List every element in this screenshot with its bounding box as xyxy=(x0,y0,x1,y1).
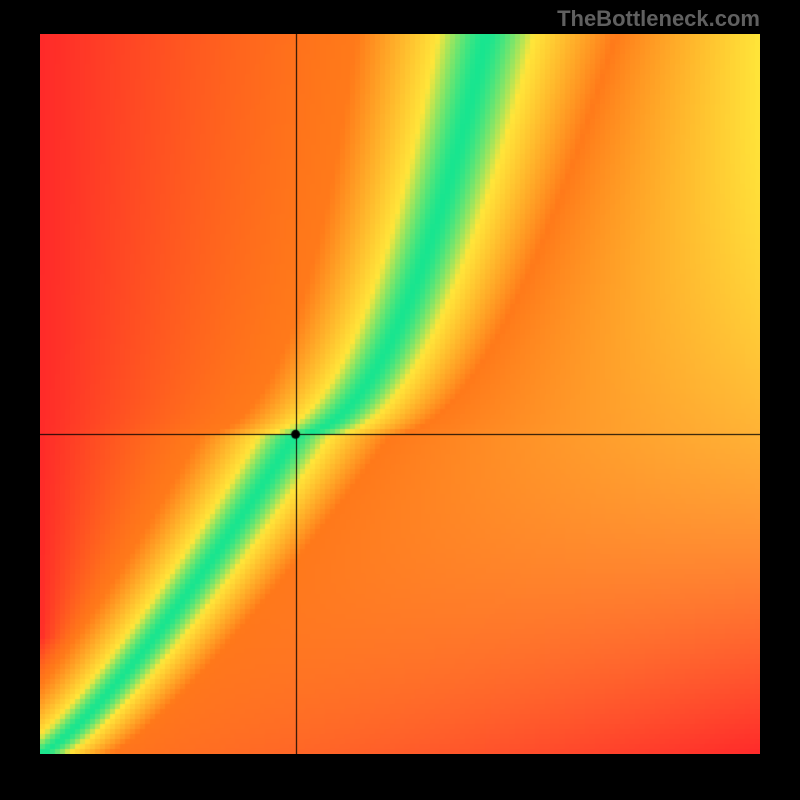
watermark-label: TheBottleneck.com xyxy=(557,6,760,32)
bottleneck-heatmap xyxy=(40,34,760,754)
chart-root: TheBottleneck.com xyxy=(0,0,800,800)
